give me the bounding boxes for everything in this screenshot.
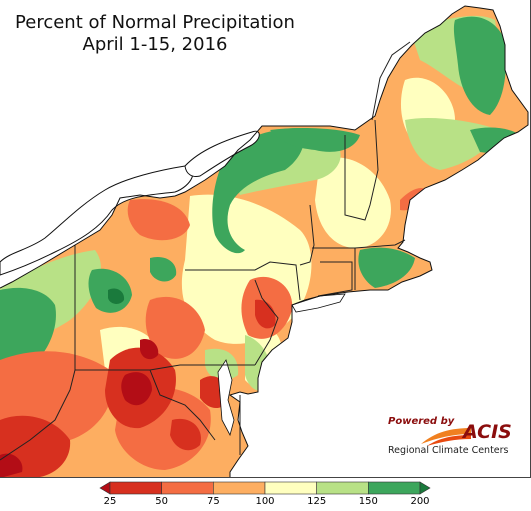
logo-swoosh-icon <box>421 428 471 446</box>
legend-tick-label: 100 <box>255 496 275 507</box>
ct-border <box>317 261 353 297</box>
legend-tick-label: 25 <box>103 496 117 507</box>
color-legend: 25 50 75 100 125 150 200 <box>90 479 440 511</box>
ny-pa-border <box>185 261 301 301</box>
nh-border <box>344 119 379 221</box>
legend-arrow-high <box>419 481 431 495</box>
nj-border <box>254 279 279 366</box>
legend-tick-label: 150 <box>358 496 378 507</box>
map-title: Percent of Normal Precipitation <box>15 12 295 33</box>
state-borders <box>0 41 411 461</box>
map-subtitle: April 1-15, 2016 <box>82 34 228 55</box>
legend-bin-100-125 <box>264 481 317 495</box>
legend-tick-label: 50 <box>155 496 169 507</box>
precipitation-fields <box>0 15 520 477</box>
legend-tick-label: 75 <box>206 496 220 507</box>
vt-ny-border <box>299 204 315 266</box>
legend-bin-50-75 <box>161 481 214 495</box>
chesapeake-bay <box>217 359 235 437</box>
legend-arrow-low <box>99 481 111 495</box>
acis-logo: Powered by ACIS Regional Climate Centers <box>385 414 515 462</box>
coastline <box>0 5 529 477</box>
legend-bin-75-100 <box>213 481 266 495</box>
legend-colorbar <box>99 481 431 495</box>
legend-bin-125-150 <box>316 481 369 495</box>
legend-tick-label: 200 <box>410 496 430 507</box>
wv-border <box>0 369 76 461</box>
logo-powered-by: Powered by <box>388 416 455 427</box>
lake-ontario <box>184 130 260 177</box>
legend-bin-150-200 <box>368 481 421 495</box>
ma-border <box>312 239 406 249</box>
legend-tick-label: 125 <box>307 496 327 507</box>
precipitation-map <box>0 5 529 477</box>
logo-subtitle: Regional Climate Centers <box>388 445 509 456</box>
logo-name: ACIS <box>463 421 512 443</box>
water-bodies <box>0 130 346 437</box>
maine-border <box>371 41 411 121</box>
md-va-border <box>149 369 216 441</box>
map-panel: Percent of Normal Precipitation April 1-… <box>0 0 531 478</box>
legend-bin-25-50 <box>109 481 162 495</box>
lake-erie <box>0 165 194 276</box>
